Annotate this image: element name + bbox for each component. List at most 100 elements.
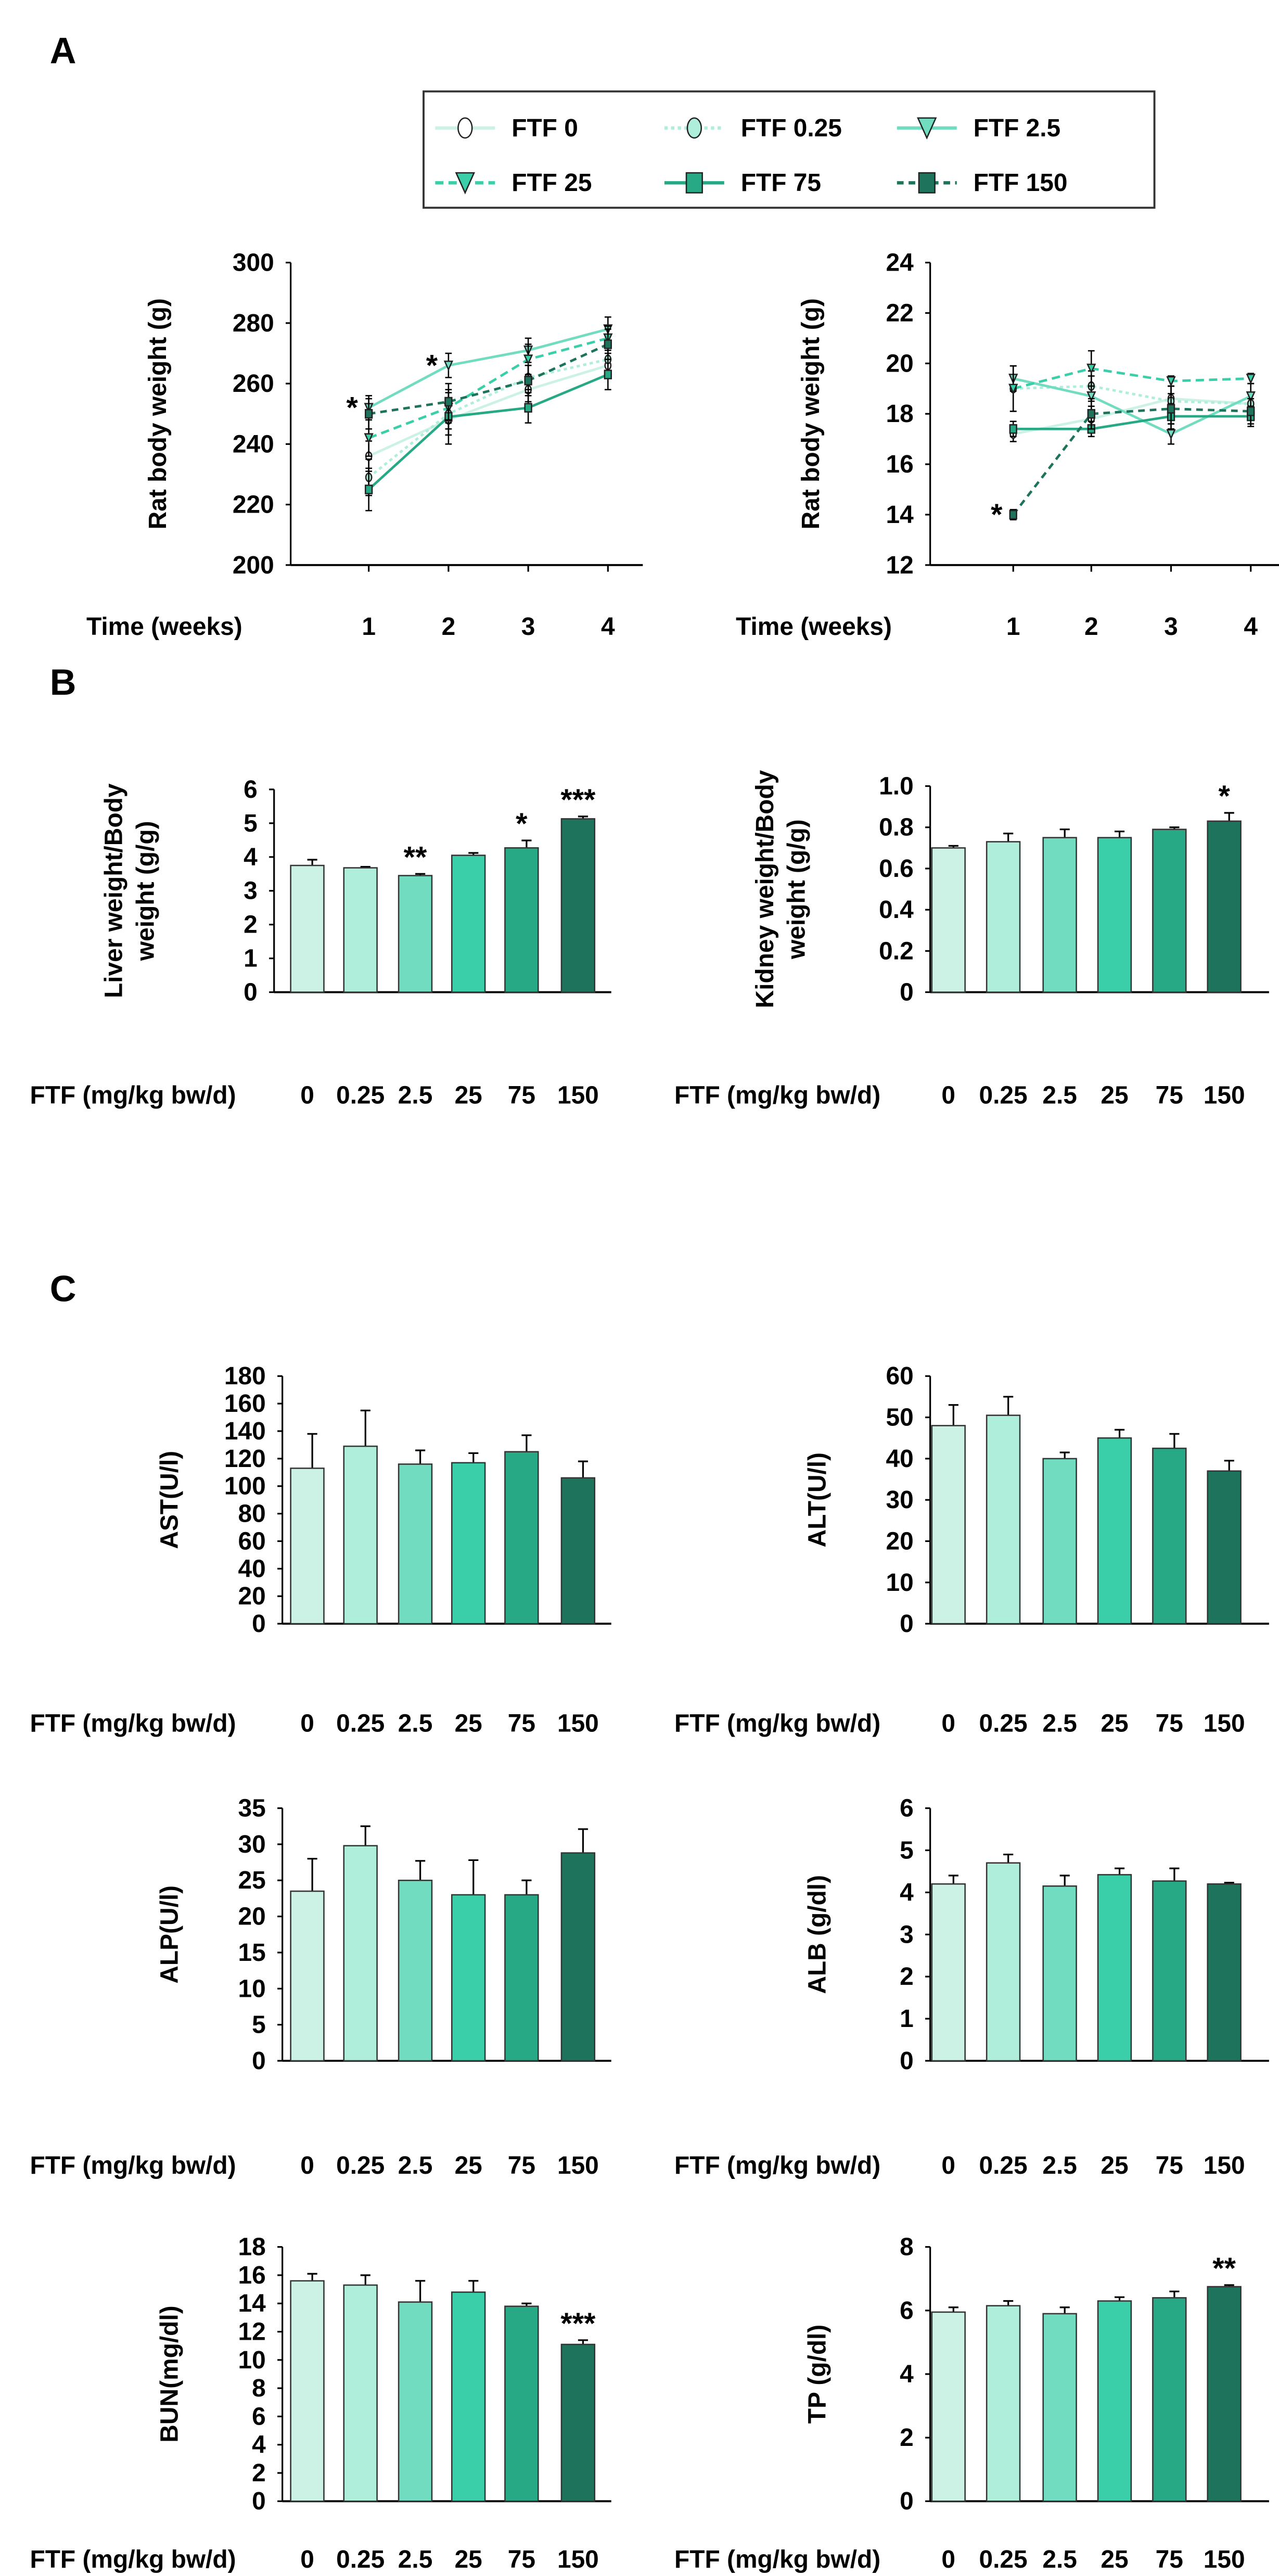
bar <box>398 2301 433 2502</box>
x-axis-label: FTF (mg/kg bw/d) <box>30 2152 236 2179</box>
significance-label: ** <box>1212 2252 1236 2285</box>
data-point <box>365 409 373 419</box>
bar <box>1042 1885 1077 2062</box>
y-axis-label: AST(U/l) <box>156 1451 184 1549</box>
y-tick-label: 40 <box>886 1445 913 1473</box>
x-tick-label: 25 <box>1101 1082 1128 1110</box>
y-tick-label: 35 <box>238 1795 265 1822</box>
bar <box>504 847 539 993</box>
y-tick-label: 2 <box>900 2424 914 2452</box>
bar <box>451 1462 486 1625</box>
y-tick-label: 3 <box>244 877 258 905</box>
y-tick-label: 5 <box>900 1837 914 1864</box>
x-tick-label: 25 <box>455 2152 482 2179</box>
data-point <box>523 354 533 365</box>
x-tick-label: 25 <box>1101 2152 1128 2179</box>
significance-label: * <box>426 349 438 382</box>
y-tick-label: 0 <box>900 1610 914 1638</box>
bar <box>1042 1458 1077 1625</box>
x-tick-label: 0.25 <box>336 2546 385 2573</box>
y-tick-label: 24 <box>886 249 914 277</box>
significance-label: * <box>1218 780 1230 813</box>
panel-label-b: B <box>50 661 76 703</box>
y-tick-label: 10 <box>238 2347 265 2374</box>
series-line <box>368 373 609 491</box>
y-tick-label: 1 <box>244 945 258 973</box>
bar <box>560 818 596 993</box>
y-tick-label: 4 <box>244 844 258 871</box>
x-tick-label: 2 <box>442 613 456 641</box>
x-tick-label: 4 <box>1244 613 1258 641</box>
y-axis-label: weight (g/g) <box>783 819 811 960</box>
y-tick-label: 5 <box>244 810 258 837</box>
y-axis-label: ALT(U/l) <box>804 1452 832 1548</box>
series-line <box>368 364 609 457</box>
x-tick-label: 2.5 <box>398 1082 433 1110</box>
y-axis-label: Rat body weight (g) <box>797 298 825 529</box>
x-tick-label: 25 <box>1101 1710 1128 1738</box>
chart-1: 200 220 240 260 280 300 Rat body weight (g) Tim… <box>86 249 643 641</box>
bar <box>1207 1470 1242 1625</box>
y-tick-label: 20 <box>238 1583 265 1610</box>
bar <box>986 841 1021 993</box>
x-tick-label: 0.25 <box>979 2546 1028 2573</box>
legend-box <box>423 90 1156 209</box>
bar <box>986 1414 1021 1625</box>
series-line <box>1013 415 1251 430</box>
bar <box>986 1862 1021 2062</box>
data-point <box>1009 509 1017 520</box>
x-tick-label: 2.5 <box>1042 1710 1077 1738</box>
y-tick-label: 160 <box>224 1390 266 1418</box>
x-tick-label: 25 <box>1101 2546 1128 2573</box>
y-axis-label: ALP(U/l) <box>156 1885 184 1984</box>
bar <box>1152 1447 1187 1625</box>
y-tick-label: 4 <box>900 1879 914 1906</box>
x-tick-label: 75 <box>1156 2152 1183 2179</box>
x-tick-label: 1 <box>362 613 376 641</box>
y-tick-label: 0.6 <box>879 855 914 883</box>
bar <box>1097 2300 1132 2502</box>
y-tick-label: 0 <box>252 1610 266 1638</box>
y-tick-label: 4 <box>252 2431 266 2459</box>
y-tick-label: 140 <box>224 1418 266 1445</box>
y-tick-label: 60 <box>886 1362 913 1390</box>
chart-6: 0 10 20 30 40 50 60 ALT(U/l) FTF (mg/kg bw/d) 0 0.… <box>674 1362 1269 1738</box>
y-tick-label: 12 <box>238 2318 265 2346</box>
x-tick-label: 0 <box>941 1710 955 1738</box>
y-tick-label: 6 <box>252 2403 266 2430</box>
legend-marker-icon <box>455 172 476 195</box>
data-point <box>524 403 532 413</box>
x-axis-label: FTF (mg/kg bw/d) <box>674 2152 880 2179</box>
x-tick-label: 0 <box>300 1710 314 1738</box>
y-tick-label: 180 <box>224 1362 266 1390</box>
data-point <box>364 433 374 444</box>
x-tick-label: 150 <box>557 1082 599 1110</box>
chart-3: 0 1 2 3 4 5 6 Liver weight/Body weight (g/g) FTF … <box>30 776 611 1110</box>
series-line <box>368 343 609 415</box>
bar <box>504 2305 539 2502</box>
series-line <box>1012 407 1251 516</box>
bar <box>560 1477 596 1625</box>
y-tick-label: 100 <box>224 1473 266 1500</box>
x-tick-label: 2.5 <box>398 2546 433 2573</box>
x-tick-label: 0.25 <box>979 2152 1028 2179</box>
y-tick-label: 30 <box>238 1831 265 1858</box>
bar <box>560 2343 596 2502</box>
legend: FTF 0 FTF 0.25 FTF 2.5 FTF 25 FTF 75 FTF 150 <box>423 90 1156 209</box>
x-axis-label: FTF (mg/kg bw/d) <box>30 1082 236 1110</box>
bar <box>451 1894 486 2062</box>
bar <box>504 1894 539 2062</box>
y-tick-label: 3 <box>900 1921 914 1948</box>
panel-label-c: C <box>50 1268 76 1309</box>
data-point <box>443 360 454 372</box>
y-tick-label: 6 <box>244 776 258 804</box>
data-point <box>524 375 532 386</box>
x-tick-label: 3 <box>1164 613 1178 641</box>
y-axis-label: weight (g/g) <box>132 821 159 961</box>
x-tick-label: 1 <box>1006 613 1020 641</box>
x-tick-label: 0 <box>300 2152 314 2179</box>
